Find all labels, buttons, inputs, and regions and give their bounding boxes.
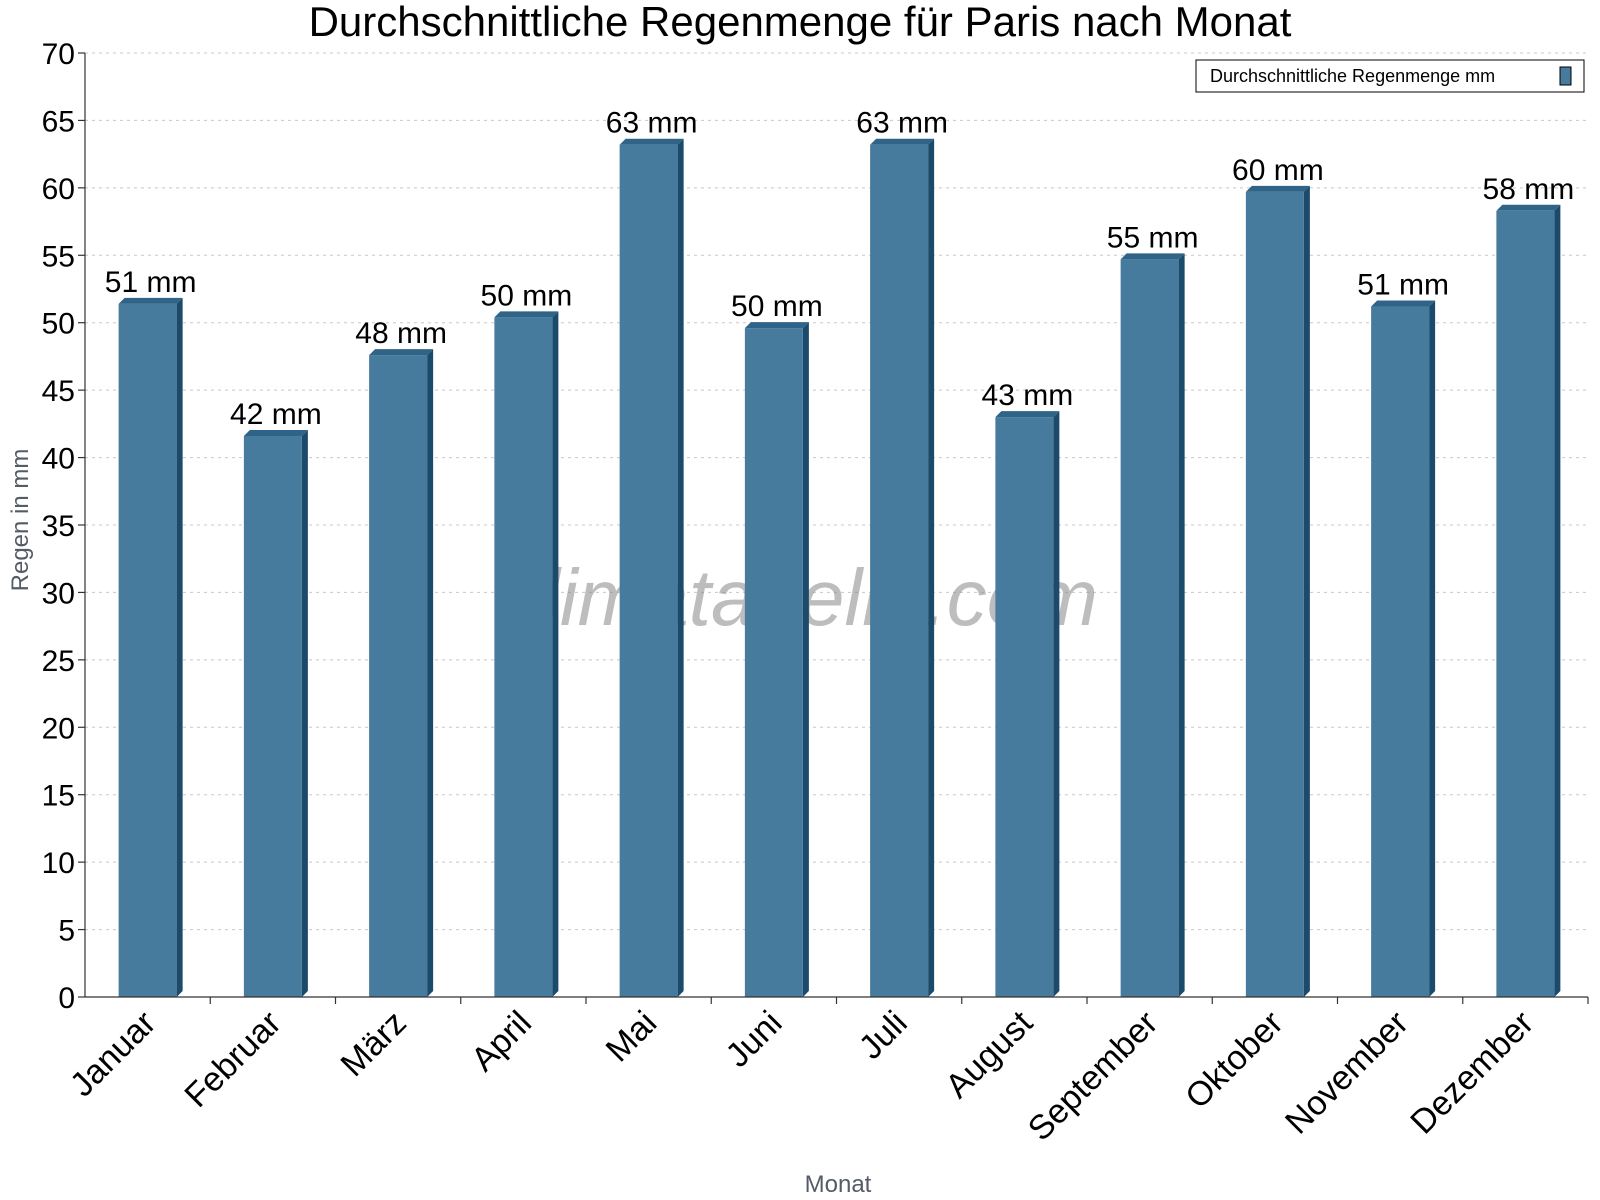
data-label: 42 mm: [230, 398, 322, 431]
bar-top: [1120, 253, 1185, 260]
bar: [494, 317, 553, 997]
bar-oktober: [1245, 185, 1310, 998]
bar-top: [995, 411, 1060, 418]
data-labels: 51 mm 42 mm 48 mm 50 mm 63 mm 50 mm 63 mm 43 mm…: [105, 107, 1574, 431]
bar-top: [494, 311, 559, 318]
bar: [1371, 306, 1430, 997]
data-label: 55 mm: [1107, 221, 1199, 254]
y-tick-label: 20: [42, 712, 75, 745]
data-label: 51 mm: [105, 266, 197, 299]
data-label: 58 mm: [1483, 173, 1575, 206]
bar-august: [995, 411, 1060, 998]
bar: [118, 303, 177, 997]
bar: [1245, 191, 1304, 998]
y-tick-label: 5: [58, 915, 75, 948]
bar-september: [1120, 253, 1185, 998]
bar-top: [619, 138, 684, 145]
bar-side: [552, 311, 559, 997]
x-tick-label: Mai: [599, 1004, 665, 1070]
bar-märz: [369, 349, 434, 998]
x-tick-label: November: [1278, 1004, 1416, 1142]
y-axis-title: Regen in mm: [7, 449, 34, 592]
bar-top: [1496, 204, 1561, 211]
x-tick-label: März: [333, 1004, 413, 1084]
bar-side: [928, 138, 935, 997]
bar-side: [1178, 253, 1185, 998]
data-label: 63 mm: [856, 107, 948, 140]
x-tick-label: August: [938, 1003, 1040, 1105]
data-label: 43 mm: [982, 379, 1074, 412]
legend-swatch: [1559, 66, 1572, 86]
x-tick-label: September: [1021, 1004, 1165, 1148]
y-tick-label: 60: [42, 173, 75, 206]
bar-top: [870, 138, 935, 145]
bar-april: [494, 311, 559, 997]
y-tick-label: 0: [58, 982, 75, 1015]
bar-mai: [619, 138, 684, 997]
y-tick-label: 15: [42, 780, 75, 813]
data-label: 50 mm: [481, 279, 573, 312]
bar: [619, 144, 678, 997]
y-tick-label: 55: [42, 240, 75, 273]
y-tick-label: 30: [42, 577, 75, 610]
legend-label: Durchschnittliche Regenmenge mm: [1210, 66, 1495, 86]
bar-side: [802, 322, 809, 997]
bar: [995, 417, 1054, 998]
bar-side: [1429, 300, 1436, 997]
bar-side: [677, 138, 684, 997]
x-tick-label: Januar: [63, 1004, 163, 1104]
x-tick-label: April: [464, 1004, 539, 1079]
bar-side: [1303, 185, 1310, 998]
y-tick-label: 40: [42, 443, 75, 476]
bar-juli: [870, 138, 935, 997]
x-axis-title: Monat: [805, 1171, 872, 1198]
bar: [243, 435, 302, 998]
y-tick-label: 70: [42, 38, 75, 71]
data-label: 60 mm: [1232, 154, 1324, 187]
data-label: 48 mm: [355, 317, 447, 350]
x-tick-label: Dezember: [1403, 1004, 1541, 1142]
bar-februar: [243, 429, 308, 998]
bar-side: [301, 429, 308, 998]
bar-top: [369, 349, 434, 356]
legend-box: [1195, 59, 1585, 93]
x-tick-label: Oktober: [1178, 1004, 1290, 1116]
data-label: 63 mm: [606, 107, 698, 140]
bar-juni: [744, 322, 809, 997]
bar-top: [1245, 185, 1310, 192]
data-label: 50 mm: [731, 290, 823, 323]
bar-top: [118, 297, 183, 304]
bar-top: [243, 429, 308, 436]
chart-title: Durchschnittliche Regenmenge für Paris n…: [309, 0, 1292, 45]
bar-november: [1371, 300, 1436, 997]
x-tick-label: Februar: [177, 1004, 288, 1115]
y-tick-label: 35: [42, 510, 75, 543]
y-tick-label: 10: [42, 847, 75, 880]
bar: [1120, 259, 1179, 997]
bar: [1496, 210, 1555, 998]
y-tick-label: 25: [42, 645, 75, 678]
bar-dezember: [1496, 204, 1561, 998]
bar: [369, 355, 428, 998]
bar-side: [176, 297, 183, 997]
grid-lines: [85, 52, 1588, 931]
x-tick-label: Juni: [719, 1004, 790, 1075]
bar-side: [427, 349, 434, 998]
bar: [870, 144, 929, 997]
y-tick-label: 65: [42, 105, 75, 138]
y-tick-label: 50: [42, 308, 75, 341]
bar-top: [744, 322, 809, 329]
bars: [118, 138, 1561, 998]
bar-januar: [118, 297, 183, 997]
bar-top: [1371, 300, 1436, 307]
legend: Durchschnittliche Regenmenge mm: [1195, 59, 1585, 93]
y-tick-label: 45: [42, 375, 75, 408]
bar-side: [1053, 411, 1060, 998]
data-label: 51 mm: [1357, 269, 1449, 302]
x-tick-label: Juli: [852, 1004, 915, 1067]
bar: [744, 328, 803, 997]
bar-side: [1554, 204, 1561, 998]
